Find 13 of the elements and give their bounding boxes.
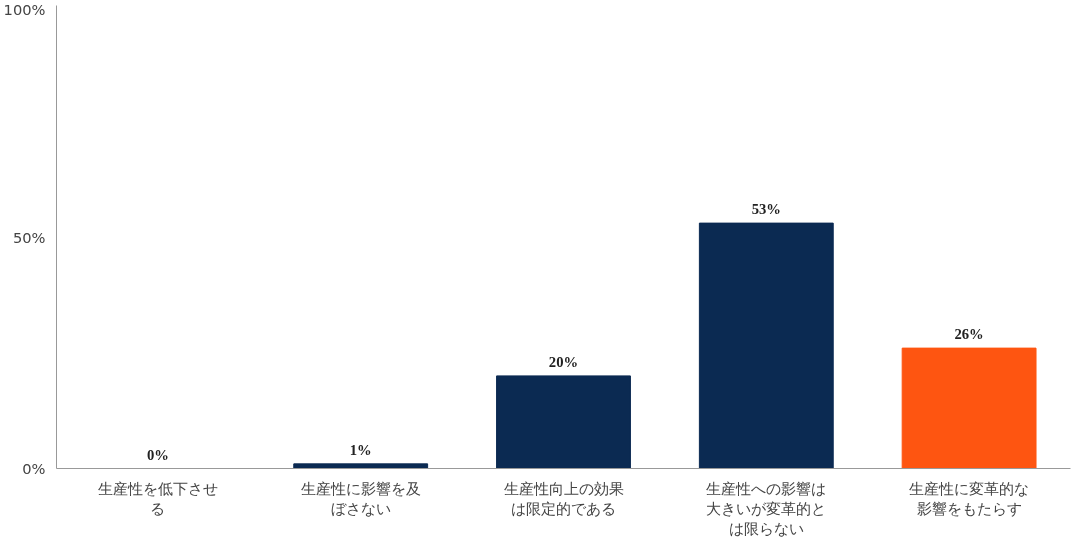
y-tick-label: 50% [12, 228, 46, 246]
x-tick-label: 生産性に影響を及ぼさない [300, 479, 421, 517]
y-tick-label: 0% [22, 460, 46, 477]
x-tick-label: 生産性を低下させる [97, 479, 218, 517]
data-label: 1% [349, 441, 372, 458]
y-tick-label: 100% [3, 0, 46, 18]
data-label: 26% [954, 326, 984, 343]
data-label: 20% [548, 353, 579, 370]
data-label: 53% [751, 201, 781, 218]
x-tick-label: 生産性への影響は大きいが変革的とは限らない [706, 479, 827, 538]
x-tick-label: 生産性向上の効果は限定的である [503, 479, 624, 517]
x-tick-label: 生産性に変革的な影響をもたらす [909, 479, 1030, 517]
data-label: 0% [146, 446, 169, 463]
